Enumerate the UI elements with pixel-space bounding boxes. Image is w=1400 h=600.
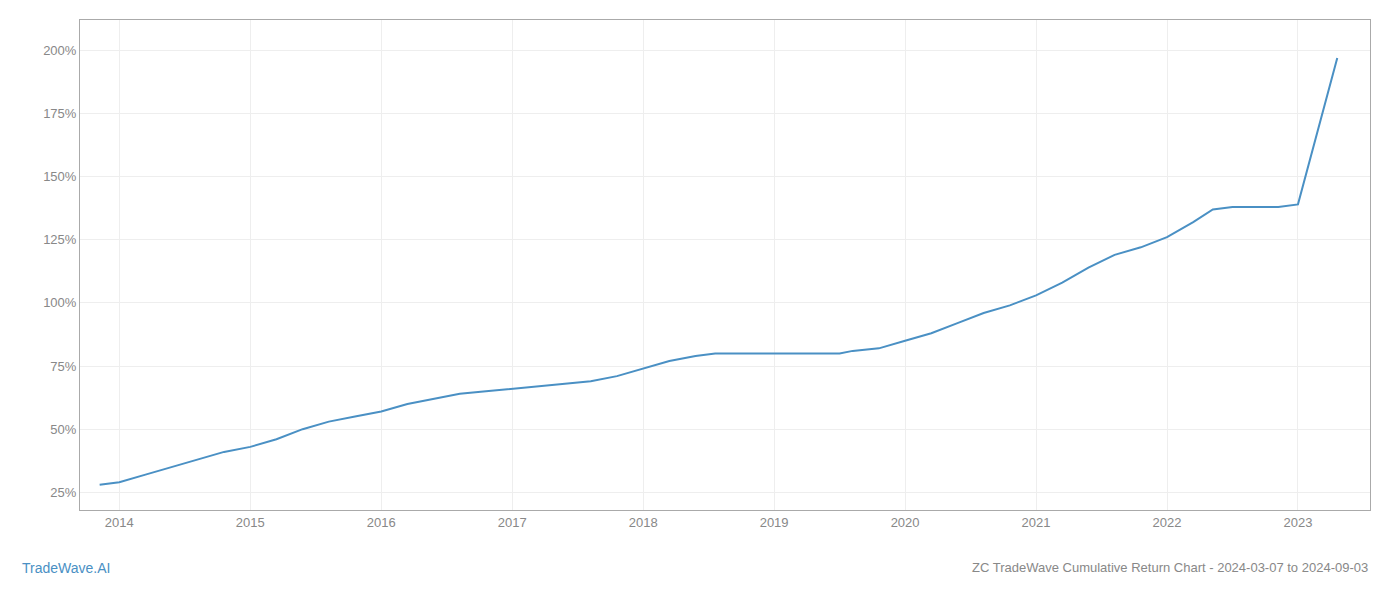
svg-text:125%: 125%	[43, 232, 77, 247]
svg-text:200%: 200%	[43, 43, 77, 58]
svg-text:2017: 2017	[498, 515, 527, 530]
svg-text:2020: 2020	[891, 515, 920, 530]
svg-text:100%: 100%	[43, 295, 77, 310]
svg-text:TradeWave.AI: TradeWave.AI	[22, 560, 110, 576]
svg-text:175%: 175%	[43, 106, 77, 121]
svg-text:2015: 2015	[236, 515, 265, 530]
svg-text:ZC TradeWave Cumulative Return: ZC TradeWave Cumulative Return Chart - 2…	[972, 560, 1368, 575]
svg-text:2023: 2023	[1284, 515, 1313, 530]
svg-text:50%: 50%	[50, 422, 76, 437]
svg-text:2014: 2014	[105, 515, 134, 530]
svg-text:2019: 2019	[760, 515, 789, 530]
svg-text:25%: 25%	[50, 485, 76, 500]
svg-text:2018: 2018	[629, 515, 658, 530]
svg-text:2022: 2022	[1153, 515, 1182, 530]
svg-text:150%: 150%	[43, 169, 77, 184]
svg-text:75%: 75%	[50, 359, 76, 374]
svg-text:2021: 2021	[1022, 515, 1051, 530]
svg-text:2016: 2016	[367, 515, 396, 530]
